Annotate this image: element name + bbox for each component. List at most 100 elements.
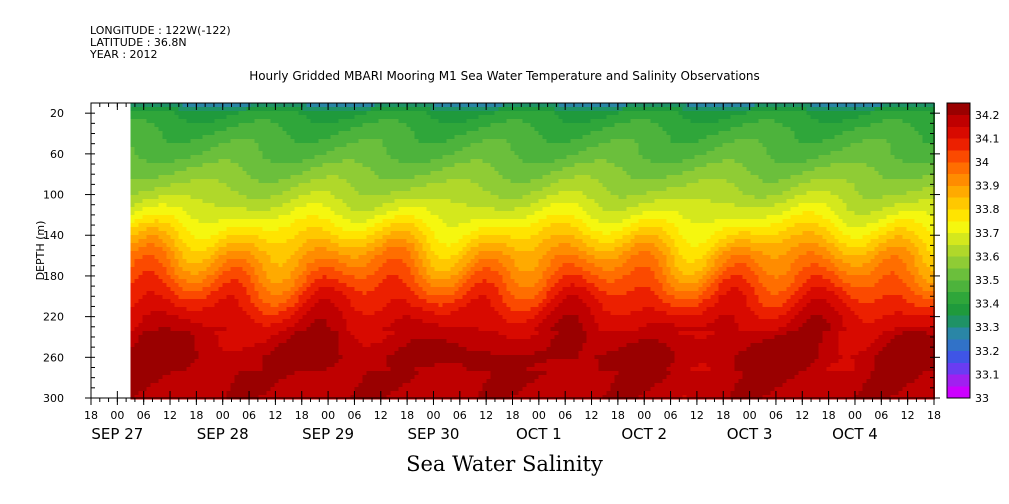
heatmap-cell	[242, 299, 248, 304]
heatmap-cell	[262, 251, 268, 256]
heatmap-cell	[242, 359, 248, 364]
heatmap-cell	[342, 147, 348, 152]
heatmap-cell	[382, 323, 388, 328]
heatmap-cell	[162, 131, 168, 136]
heatmap-cell	[394, 335, 400, 340]
heatmap-cell	[334, 203, 340, 208]
heatmap-cell	[334, 303, 340, 308]
heatmap-cell	[342, 163, 348, 168]
heatmap-cell	[394, 347, 400, 352]
heatmap-cell	[390, 135, 396, 140]
heatmap-cell	[278, 387, 284, 392]
heatmap-cell	[374, 179, 380, 184]
heatmap-cell	[262, 207, 268, 212]
heatmap-cell	[226, 243, 232, 248]
heatmap-cell	[166, 119, 172, 124]
heatmap-cell	[306, 103, 312, 108]
heatmap-cell	[302, 343, 308, 348]
heatmap-cell	[210, 371, 216, 376]
heatmap-cell	[226, 215, 232, 220]
heatmap-cell	[250, 159, 256, 164]
heatmap-cell	[266, 151, 272, 156]
heatmap-cell	[194, 215, 200, 220]
heatmap-cell	[290, 283, 296, 288]
heatmap-cell	[370, 303, 376, 308]
heatmap-cell	[202, 335, 208, 340]
heatmap-cell	[238, 291, 244, 296]
heatmap-cell	[282, 391, 288, 396]
heatmap-cell	[198, 383, 204, 388]
heatmap-cell	[130, 287, 136, 292]
heatmap-cell	[294, 251, 300, 256]
heatmap-cell	[290, 131, 296, 136]
heatmap-cell	[278, 103, 284, 108]
heatmap-cell	[178, 359, 184, 364]
heatmap-cell	[354, 147, 360, 152]
heatmap-cell	[262, 239, 268, 244]
heatmap-cell	[322, 315, 328, 320]
heatmap-cell	[146, 391, 152, 396]
heatmap-cell	[142, 207, 148, 212]
heatmap-cell	[294, 391, 300, 396]
heatmap-cell	[146, 179, 152, 184]
heatmap-cell	[354, 163, 360, 168]
heatmap-cell	[318, 291, 324, 296]
heatmap-cell	[334, 227, 340, 232]
heatmap-cell	[206, 111, 212, 116]
heatmap-cell	[350, 147, 356, 152]
heatmap-cell	[138, 251, 144, 256]
heatmap-cell	[218, 371, 224, 376]
heatmap-cell	[166, 347, 172, 352]
heatmap-cell	[222, 239, 228, 244]
heatmap-cell	[350, 355, 356, 360]
heatmap-cell	[146, 343, 152, 348]
heatmap-cell	[210, 287, 216, 292]
heatmap-cell	[254, 255, 260, 260]
heatmap-cell	[282, 275, 288, 280]
heatmap-cell	[234, 359, 240, 364]
heatmap-cell	[346, 111, 352, 116]
heatmap-cell	[226, 299, 232, 304]
heatmap-cell	[170, 107, 176, 112]
heatmap-cell	[130, 207, 136, 212]
heatmap-cell	[398, 163, 404, 168]
heatmap-cell	[154, 339, 160, 344]
heatmap-cell	[358, 263, 364, 268]
heatmap-cell	[370, 263, 376, 268]
heatmap-cell	[150, 107, 156, 112]
heatmap-cell	[150, 303, 156, 308]
heatmap-cell	[234, 215, 240, 220]
heatmap-cell	[382, 307, 388, 312]
heatmap-cell	[134, 351, 140, 356]
heatmap-cell	[174, 163, 180, 168]
heatmap-cell	[250, 355, 256, 360]
heatmap-cell	[154, 139, 160, 144]
heatmap-cell	[330, 359, 336, 364]
heatmap-cell	[130, 247, 136, 252]
heatmap-cell	[146, 371, 152, 376]
heatmap-cell	[238, 263, 244, 268]
heatmap-cell	[210, 155, 216, 160]
heatmap-cell	[390, 339, 396, 344]
heatmap-cell	[242, 107, 248, 112]
heatmap-cell	[278, 151, 284, 156]
heatmap-cell	[142, 275, 148, 280]
heatmap-cell	[182, 315, 188, 320]
heatmap-cell	[366, 163, 372, 168]
heatmap-cell	[290, 299, 296, 304]
heatmap-cell	[162, 347, 168, 352]
heatmap-cell	[310, 387, 316, 392]
heatmap-cell	[274, 191, 280, 196]
heatmap-cell	[214, 383, 220, 388]
heatmap-cell	[158, 203, 164, 208]
heatmap-cell	[190, 183, 196, 188]
heatmap-cell	[202, 175, 208, 180]
heatmap-cell	[142, 119, 148, 124]
heatmap-cell	[302, 227, 308, 232]
heatmap-cell	[326, 283, 332, 288]
heatmap-cell	[254, 139, 260, 144]
heatmap-cell	[146, 319, 152, 324]
heatmap-cell	[174, 231, 180, 236]
heatmap-cell	[238, 183, 244, 188]
heatmap-cell	[210, 199, 216, 204]
